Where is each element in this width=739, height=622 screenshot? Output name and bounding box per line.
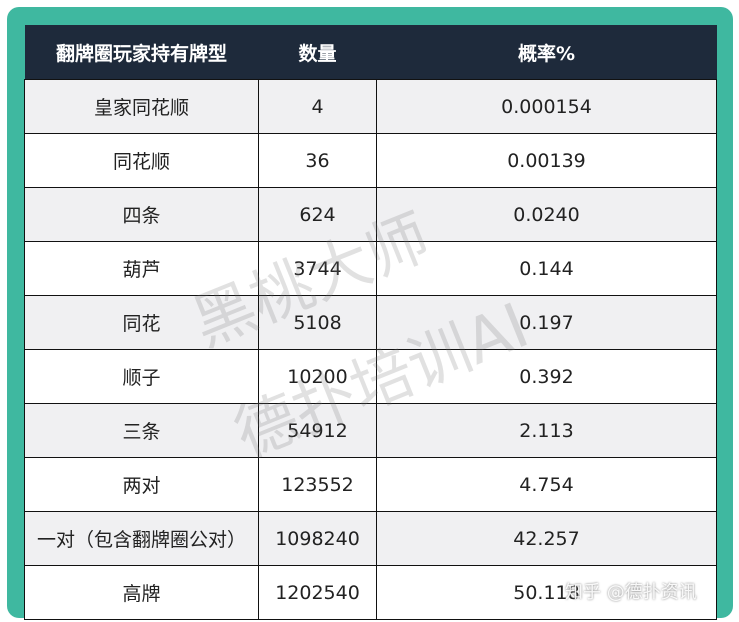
count-cell: 10200 (258, 349, 377, 404)
table-row: 一对（包含翻牌圈公对） 1098240 42.257 (24, 511, 717, 566)
table-row: 葫芦 3744 0.144 (24, 241, 717, 296)
table-row: 同花 5108 0.197 (24, 295, 717, 350)
probability-cell: 0.197 (376, 295, 717, 350)
hand-type-cell: 同花顺 (24, 133, 259, 188)
count-cell: 54912 (258, 403, 377, 458)
header-hand-type: 翻牌圈玩家持有牌型 (24, 25, 259, 80)
probability-cell: 0.0240 (376, 187, 717, 242)
hand-type-cell: 顺子 (24, 349, 259, 404)
header-count: 数量 (258, 25, 377, 80)
hand-type-cell: 葫芦 (24, 241, 259, 296)
count-cell: 1098240 (258, 511, 377, 566)
table-row: 三条 54912 2.113 (24, 403, 717, 458)
table-row: 皇家同花顺 4 0.000154 (24, 79, 717, 134)
table-row: 高牌 1202540 50.118 (24, 565, 717, 620)
probability-cell: 42.257 (376, 511, 717, 566)
table-row: 四条 624 0.0240 (24, 187, 717, 242)
table-row: 顺子 10200 0.392 (24, 349, 717, 404)
hand-type-cell: 两对 (24, 457, 259, 512)
count-cell: 123552 (258, 457, 377, 512)
count-cell: 624 (258, 187, 377, 242)
hand-type-cell: 同花 (24, 295, 259, 350)
table-row: 同花顺 36 0.00139 (24, 133, 717, 188)
count-cell: 3744 (258, 241, 377, 296)
hand-type-cell: 四条 (24, 187, 259, 242)
source-watermark: 知乎 @德扑资讯 (565, 582, 697, 603)
header-row: 翻牌圈玩家持有牌型 数量 概率% (24, 25, 717, 80)
probability-cell: 0.000154 (376, 79, 717, 134)
hand-type-cell: 一对（包含翻牌圈公对） (24, 511, 259, 566)
count-cell: 5108 (258, 295, 377, 350)
probability-cell: 50.118 (376, 565, 717, 620)
table-row: 两对 123552 4.754 (24, 457, 717, 512)
probability-cell: 0.392 (376, 349, 717, 404)
count-cell: 36 (258, 133, 377, 188)
hand-probability-table: 翻牌圈玩家持有牌型 数量 概率% 皇家同花顺 4 0.000154 同花顺 36 0.00… (24, 25, 717, 620)
count-cell: 1202540 (258, 565, 377, 620)
hand-type-cell: 高牌 (24, 565, 259, 620)
probability-cell: 4.754 (376, 457, 717, 512)
header-probability: 概率% (376, 25, 717, 80)
count-cell: 4 (258, 79, 377, 134)
hand-type-cell: 皇家同花顺 (24, 79, 259, 134)
probability-cell: 2.113 (376, 403, 717, 458)
probability-cell: 0.00139 (376, 133, 717, 188)
probability-cell: 0.144 (376, 241, 717, 296)
hand-type-cell: 三条 (24, 403, 259, 458)
